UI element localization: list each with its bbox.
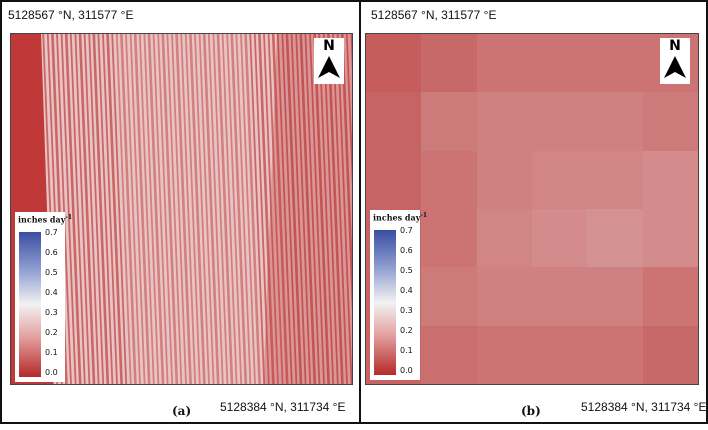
grid-cell [587,150,644,210]
legend-units: inches day-1 [18,214,73,225]
grid-cell [532,209,588,268]
legend-tick-label: 0.2 [45,328,58,337]
legend-tick-label: 0.4 [45,288,58,297]
grid-cell [476,209,533,268]
north-label: N [323,38,335,54]
panel-b-label: (b) [521,404,541,418]
north-arrow-icon [664,56,686,78]
legend-tick-label: 0.1 [45,348,58,357]
north-label: N [669,38,681,54]
grid-cell [587,325,644,384]
grid-cell [532,267,588,327]
panel-a-bottom-right-coord: 5128384 °N, 311734 °E [220,400,346,414]
legend-tick-label: 0.4 [400,286,413,295]
grid-cell [366,34,422,93]
grid-cell [476,34,533,93]
panel-a: 5128567 °N, 311577 °E N inches day-1 0.7… [0,0,361,424]
legend-units: inches day-1 [373,212,428,223]
grid-cell [587,209,644,268]
north-arrow-icon [318,56,340,78]
legend-tick-label: 0.1 [400,346,413,355]
grid-cell [421,325,478,384]
panel-b: 5128567 °N, 311577 °E N inches day-1 0.7… [359,0,708,424]
legend-color-bar [374,230,396,375]
panel-b-legend: inches day-1 0.7 0.6 0.5 0.4 0.3 0.2 0.1… [370,210,427,380]
grid-cell [421,267,478,327]
legend-tick-label: 0.5 [400,266,413,275]
grid-cell [642,92,698,152]
grid-cell [532,150,588,210]
grid-cell [587,92,644,152]
panel-a-map: N inches day-1 0.7 0.6 0.5 0.4 0.3 0.2 0… [10,33,353,385]
panel-b-north-arrow: N [660,38,690,84]
grid-cell [421,92,478,152]
panel-a-stripe-image [11,34,352,384]
legend-tick-label: 0.5 [45,268,58,277]
grid-cell [642,325,698,384]
legend-tick-label: 0.0 [45,368,58,377]
grid-cell [421,209,478,268]
grid-cell [421,150,478,210]
panel-b-bottom-right-coord: 5128384 °N, 311734 °E [581,400,707,414]
grid-cell [476,92,533,152]
legend-tick-label: 0.6 [45,248,58,257]
grid-cell [366,92,422,152]
grid-cell [421,34,478,93]
grid-cell [587,34,644,93]
panel-a-legend: inches day-1 0.7 0.6 0.5 0.4 0.3 0.2 0.1… [15,212,72,382]
panel-b-map: N inches day-1 0.7 0.6 0.5 0.4 0.3 0.2 0… [365,33,699,385]
legend-color-bar [19,232,41,377]
grid-cell [587,267,644,327]
grid-cell [366,150,422,210]
legend-tick-label: 0.7 [400,226,413,235]
grid-cell [642,267,698,327]
grid-cell [532,325,588,384]
legend-tick-label: 0.6 [400,246,413,255]
grid-cell [642,209,698,268]
legend-tick-label: 0.0 [400,366,413,375]
legend-tick-label: 0.2 [400,326,413,335]
panel-a-north-arrow: N [314,38,344,84]
grid-cell [476,150,533,210]
legend-tick-label: 0.3 [45,308,58,317]
panel-a-label: (a) [172,404,192,418]
panel-b-top-left-coord: 5128567 °N, 311577 °E [371,8,497,22]
grid-cell [476,325,533,384]
legend-tick-label: 0.3 [400,306,413,315]
grid-cell [476,267,533,327]
grid-cell [532,92,588,152]
legend-tick-label: 0.7 [45,228,58,237]
panel-a-top-left-coord: 5128567 °N, 311577 °E [8,8,134,22]
grid-cell [642,150,698,210]
grid-cell [532,34,588,93]
